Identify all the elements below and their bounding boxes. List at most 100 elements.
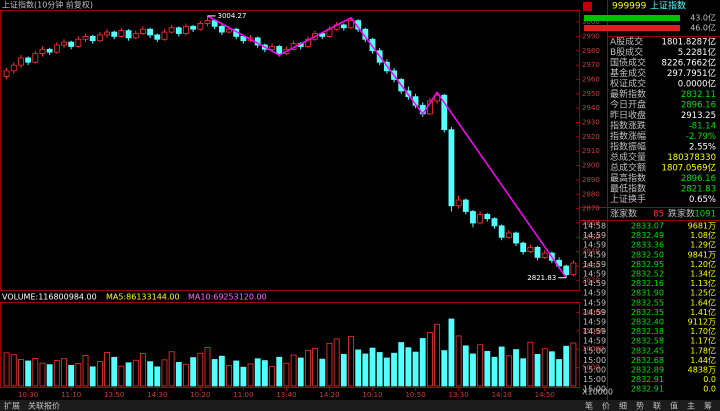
candle-body bbox=[190, 25, 197, 30]
toolbar-button[interactable]: 联 bbox=[653, 402, 661, 411]
x-tick-label: 10:10 bbox=[362, 391, 382, 399]
row-value: -2.79% bbox=[686, 132, 716, 142]
toolbar-tab[interactable]: 关联报价 bbox=[28, 401, 60, 411]
volume-bar bbox=[75, 363, 82, 387]
tick-time: 14:59 bbox=[583, 289, 606, 298]
volume-bar bbox=[154, 366, 161, 387]
volume-bar bbox=[175, 362, 182, 387]
tick-time: 14:59 bbox=[583, 298, 606, 307]
row-value: 2913.25 bbox=[681, 111, 716, 121]
candle-body bbox=[541, 252, 548, 258]
volume-bar bbox=[505, 355, 512, 387]
tick-volume: 1.25亿 bbox=[690, 288, 716, 298]
x-tick-label: 14:20 bbox=[319, 391, 339, 399]
row-value: 2896.16 bbox=[681, 101, 716, 111]
y-tick-label: 20000 bbox=[582, 308, 604, 316]
row-value: -81.14 bbox=[689, 122, 716, 132]
toolbar-button[interactable]: 细 bbox=[619, 401, 627, 411]
candle-body bbox=[340, 24, 347, 29]
volume-bar bbox=[269, 366, 275, 387]
candle-body bbox=[132, 33, 139, 39]
volume-bar bbox=[462, 345, 469, 387]
x-tick-label: 10:50 bbox=[405, 391, 425, 399]
y-tick-label: 5000 bbox=[582, 364, 600, 372]
candle-body bbox=[46, 48, 53, 53]
row-value: 8226.7662亿 bbox=[662, 58, 716, 69]
row-label: 国债成交 bbox=[610, 57, 646, 69]
row-label: 最新指数 bbox=[610, 88, 646, 100]
tick-price: 2832.49 bbox=[631, 231, 664, 240]
row-value: 2.55% bbox=[689, 143, 716, 153]
breadth-label: 跌家数 bbox=[668, 208, 695, 220]
flow-bar bbox=[584, 15, 680, 21]
y-tick-label: 2970 bbox=[582, 61, 600, 69]
tick-time: 14:59 bbox=[583, 318, 606, 327]
flow-label: 43.0亿 bbox=[690, 13, 716, 23]
volume-bar bbox=[89, 366, 96, 387]
tick-volume: 1.78亿 bbox=[690, 345, 716, 355]
volume-bar bbox=[226, 364, 232, 387]
volume-bar bbox=[132, 359, 139, 387]
toolbar-button[interactable]: 值 bbox=[670, 401, 678, 411]
volume-unit: X10000 bbox=[582, 388, 613, 397]
candle-body bbox=[484, 213, 491, 220]
y-tick-label: 2820 bbox=[582, 276, 600, 284]
row-value: 1801.8287亿 bbox=[662, 37, 716, 48]
tick-volume: 0.0 bbox=[703, 375, 716, 384]
y-tick-label: 2860 bbox=[582, 219, 600, 227]
tick-volume: 1.44亿 bbox=[690, 355, 716, 365]
toolbar-tab[interactable]: 扩展 bbox=[4, 401, 20, 411]
code-icon bbox=[583, 2, 592, 11]
candle-body bbox=[305, 38, 311, 47]
row-value: 1807.0569亿 bbox=[662, 163, 716, 174]
toolbar-button[interactable]: 主 bbox=[687, 401, 695, 411]
volume-bar bbox=[412, 351, 419, 387]
candle-body bbox=[448, 129, 455, 207]
tick-price: 2832.16 bbox=[631, 279, 664, 288]
row-label: 权证成交 bbox=[610, 78, 646, 90]
volume-bar bbox=[333, 338, 340, 387]
tick-price: 2833.36 bbox=[631, 241, 664, 250]
row-label: 上证换手 bbox=[610, 193, 646, 205]
candle-body bbox=[111, 31, 118, 37]
y-tick-label: 2840 bbox=[582, 248, 600, 256]
candle-body bbox=[477, 213, 484, 224]
toolbar-button[interactable]: 势 bbox=[636, 401, 644, 411]
x-tick-label: 14:50 bbox=[535, 391, 555, 399]
volume-bar bbox=[470, 353, 476, 387]
tick-price: 2833.07 bbox=[631, 222, 664, 231]
candle-body bbox=[276, 46, 283, 55]
volume-bar bbox=[140, 353, 146, 387]
tick-time: 14:59 bbox=[583, 279, 606, 288]
tick-volume: 1.41亿 bbox=[690, 307, 716, 317]
candle-body bbox=[96, 34, 103, 42]
volume-bar bbox=[218, 355, 225, 387]
volume-bar bbox=[520, 358, 527, 387]
volume-bar bbox=[513, 349, 519, 387]
toolbar-button[interactable]: 筹 bbox=[704, 401, 712, 411]
row-value: 0.0000亿 bbox=[678, 79, 716, 90]
candle-body bbox=[118, 30, 125, 37]
tick-volume: 1.08亿 bbox=[690, 230, 716, 240]
volume-bar bbox=[355, 349, 362, 387]
tick-price: 2832.45 bbox=[631, 346, 664, 355]
volume-bar bbox=[563, 345, 570, 387]
candle-body bbox=[348, 20, 354, 29]
tick-time: 14:59 bbox=[583, 327, 606, 336]
volume-bar bbox=[197, 352, 204, 387]
tick-price: 2831.90 bbox=[631, 289, 664, 298]
candle-body bbox=[3, 70, 10, 77]
candle-body bbox=[498, 225, 505, 238]
volume-bar bbox=[211, 359, 218, 387]
tick-price: 2832.38 bbox=[631, 327, 664, 336]
toolbar-button[interactable]: 价 bbox=[602, 402, 610, 411]
candle-body bbox=[369, 38, 376, 52]
candle-body bbox=[82, 35, 89, 40]
toolbar-button[interactable]: 笔 bbox=[585, 401, 593, 411]
tick-volume: 1.70亿 bbox=[690, 326, 716, 336]
price-frame bbox=[0, 10, 580, 291]
volume-bar bbox=[261, 360, 268, 387]
volume-title: VOLUME:116800984.00 bbox=[2, 293, 97, 302]
volume-bar bbox=[548, 351, 555, 387]
